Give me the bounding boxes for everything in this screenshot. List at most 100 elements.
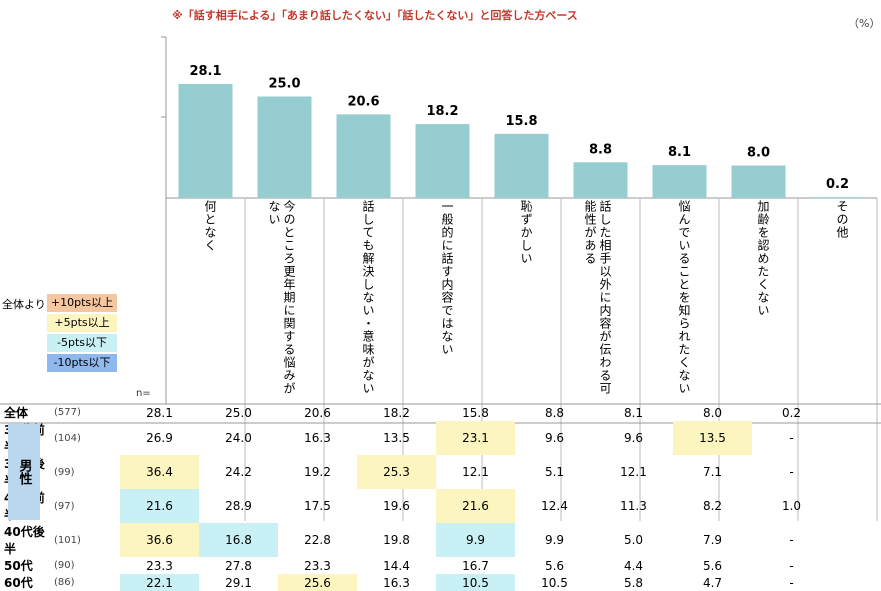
cell-value: 21.6 (436, 489, 515, 523)
row-label: 40代後半 (4, 525, 45, 556)
category-label: 今のところ更年期に関する悩みがない (267, 200, 296, 395)
cell-value: 7.1 (702, 465, 723, 479)
row-n: (97) (54, 500, 75, 512)
bar (178, 83, 233, 198)
cell-value: 22.1 (120, 574, 199, 591)
cell-value: 9.9 (544, 533, 565, 547)
bar-value-label: 8.1 (668, 145, 691, 160)
cell-value: - (789, 558, 794, 573)
cell-value: 16.8 (199, 523, 278, 557)
cell-value: 24.2 (225, 465, 252, 479)
cell-value: 25.6 (278, 574, 357, 591)
bar (810, 197, 865, 199)
category-label: 話しても解決しない・意味がない (361, 200, 375, 395)
row-n: (101) (54, 534, 81, 546)
total-row: 全体 (577) 28.1 25.0 20.6 18.2 15.8 8.8 8.1 8.0 0.2 (0, 404, 831, 421)
table-row: 40代前半(97)21.628.917.519.621.612.411.38.2… (0, 489, 831, 523)
cell-value: 8.8 (544, 405, 565, 420)
bar (257, 96, 312, 198)
legend-title: 全体より (2, 298, 46, 311)
bar-value-label: 25.0 (268, 77, 300, 92)
category-label: 恥ずかしい (519, 200, 533, 265)
bar (573, 162, 628, 198)
cell-value: 11.3 (620, 499, 647, 513)
cell-value: 7.9 (702, 533, 723, 547)
cell-value: 0.2 (781, 405, 802, 420)
table-row: 30代後半(99)36.424.219.225.312.15.112.17.1- (0, 455, 831, 489)
cell-value: 23.3 (146, 558, 173, 573)
unit-label: （%） (848, 17, 881, 30)
cell-value: - (789, 575, 794, 590)
cell-value: 8.1 (623, 405, 644, 420)
bar (731, 165, 786, 198)
row-n: (90) (54, 560, 75, 571)
bar-value-label: 28.1 (189, 64, 221, 79)
cell-value: 26.9 (146, 431, 173, 445)
cell-value: 21.6 (120, 489, 199, 523)
bar-chart: 28.1 25.0 20.6 18.2 15.8 8.8 8.1 8.0 0.2 (0, 36, 881, 521)
cell-value: 8.0 (702, 405, 723, 420)
category-label: 悩んでいることを知られたくない (677, 200, 691, 395)
cell-value: 24.0 (225, 431, 252, 445)
cell-value: 16.7 (462, 558, 489, 573)
legend-minus10: -10pts以下 (47, 354, 117, 372)
cell-value: 16.3 (304, 431, 331, 445)
data-table: 全体 (577) 28.1 25.0 20.6 18.2 15.8 8.8 8.1 8.0 0.2 3… (0, 404, 831, 591)
row-n: (577) (54, 407, 81, 418)
cell-value: 27.8 (225, 558, 252, 573)
cell-value: 19.2 (304, 465, 331, 479)
category-label: 話した相手以外に内容が伝わる可能性がある (583, 200, 612, 395)
category-label: 何となく (203, 200, 217, 252)
cell-value: 13.5 (383, 431, 410, 445)
cell-value: 25.0 (225, 405, 252, 420)
table-row: 40代後半 (101) 36.6 16.8 22.8 19.8 9.9 9.9 5.0 7.9 - (0, 523, 831, 557)
bar-value-label: 8.0 (747, 146, 770, 161)
bar-value-label: 15.8 (505, 114, 537, 129)
category-label: 一般的に話す内容ではない (440, 200, 454, 356)
table-row: 30代前半(104)26.924.016.313.523.19.69.613.5… (0, 421, 831, 455)
cell-value: 4.4 (623, 558, 644, 573)
legend-minus5: -5pts以下 (47, 334, 117, 352)
cell-value: 18.2 (383, 405, 410, 420)
cell-value: 5.8 (623, 575, 644, 590)
cell-value: 15.8 (462, 405, 489, 420)
cell-value: 9.9 (436, 523, 515, 557)
cell-value: 17.5 (304, 499, 331, 513)
cell-value: 20.6 (304, 405, 331, 420)
legend-plus5: +5pts以上 (47, 314, 117, 332)
bar-value-label: 0.2 (826, 177, 849, 192)
cell-value: 14.4 (383, 558, 410, 573)
cell-value: 12.1 (620, 465, 647, 479)
cell-value: 16.3 (383, 575, 410, 590)
cell-value: - (789, 431, 794, 445)
cell-value: 29.1 (225, 575, 252, 590)
cell-value: - (789, 533, 794, 547)
cell-value: 13.5 (673, 421, 752, 455)
cell-value: 19.8 (383, 533, 410, 547)
cell-value: 9.6 (544, 431, 565, 445)
base-note: ※「話す相手による」「あまり話したくない」「話したくない」と回答した方ベース (172, 9, 578, 22)
bar (336, 114, 391, 198)
row-n: (104) (54, 432, 81, 444)
category-label: その他 (835, 200, 849, 239)
cell-value: 23.1 (436, 421, 515, 455)
bar (415, 124, 470, 198)
cell-value: 8.2 (702, 499, 723, 513)
cell-value: 5.6 (544, 558, 565, 573)
row-label: 全体 (4, 406, 29, 420)
row-label: 50代 (4, 559, 33, 573)
row-n: (99) (54, 466, 75, 478)
legend-plus10: +10pts以上 (47, 294, 117, 312)
row-n: (86) (54, 577, 75, 588)
cell-value: 12.4 (541, 499, 568, 513)
cell-value: 19.6 (383, 499, 410, 513)
cell-value: 25.3 (357, 455, 436, 489)
cell-value: 28.1 (146, 405, 173, 420)
table-row: 50代 (90) 23.3 27.8 23.3 14.4 16.7 5.6 4.4 5.6 - (0, 557, 831, 574)
cell-value: - (789, 465, 794, 479)
cell-value: 23.3 (304, 558, 331, 573)
cell-value: 5.6 (702, 558, 723, 573)
cell-value: 5.1 (544, 465, 565, 479)
cell-value: 28.9 (225, 499, 252, 513)
n-label: n= (136, 388, 151, 399)
